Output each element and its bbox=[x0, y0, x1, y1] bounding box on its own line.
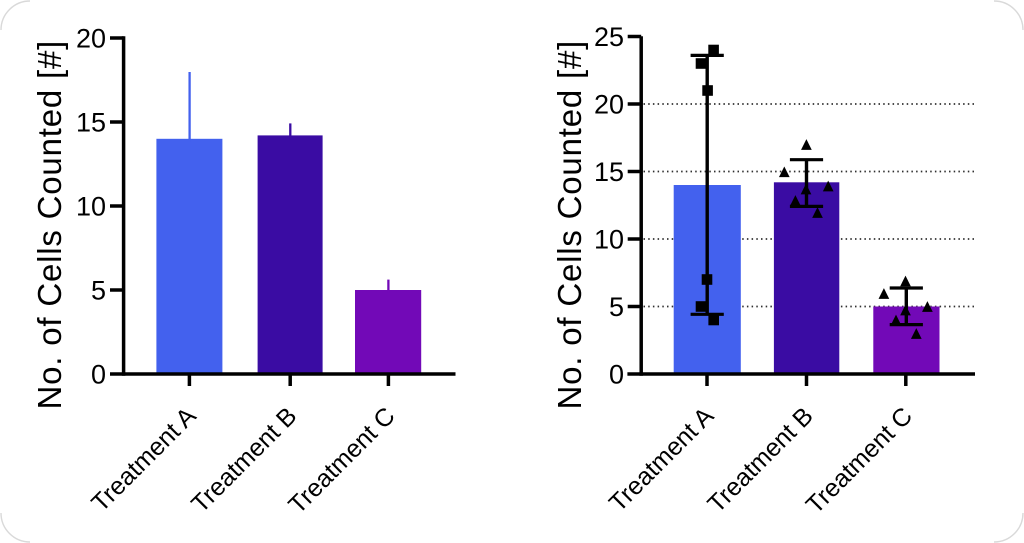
svg-text:15: 15 bbox=[594, 157, 624, 187]
svg-text:0: 0 bbox=[91, 360, 106, 390]
svg-text:Treatment C: Treatment C bbox=[801, 402, 918, 519]
svg-text:5: 5 bbox=[91, 276, 106, 306]
svg-text:20: 20 bbox=[76, 24, 106, 54]
svg-text:No. of Cells Counted [#]: No. of Cells Counted [#] bbox=[31, 40, 68, 410]
svg-text:Treatment A: Treatment A bbox=[86, 402, 202, 518]
svg-text:0: 0 bbox=[609, 360, 624, 390]
svg-text:Treatment A: Treatment A bbox=[604, 402, 720, 518]
svg-text:20: 20 bbox=[594, 90, 624, 120]
svg-text:15: 15 bbox=[76, 108, 106, 138]
svg-text:10: 10 bbox=[594, 225, 624, 255]
svg-text:Treatment C: Treatment C bbox=[283, 402, 400, 519]
svg-text:No. of Cells Counted [#]: No. of Cells Counted [#] bbox=[551, 40, 588, 410]
svg-text:10: 10 bbox=[76, 192, 106, 222]
svg-text:5: 5 bbox=[609, 292, 624, 322]
svg-text:25: 25 bbox=[594, 22, 624, 52]
